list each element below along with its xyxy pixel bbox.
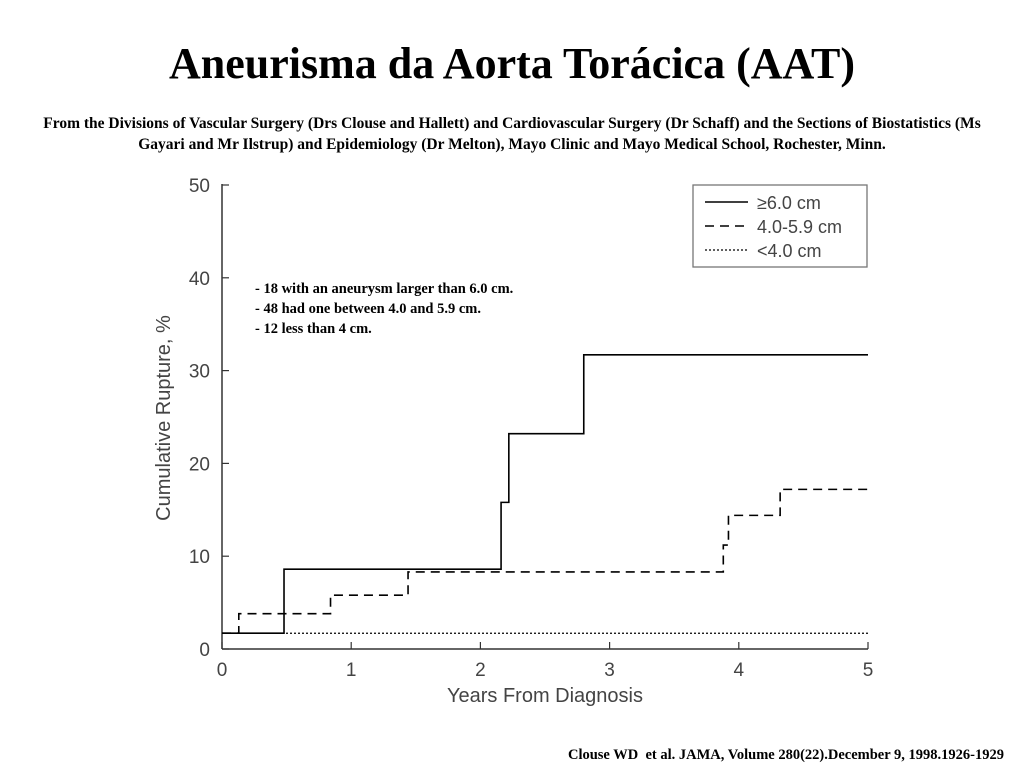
legend: ≥6.0 cm 4.0-5.9 cm <4.0 cm <box>692 184 868 268</box>
series-line-1 <box>222 488 868 635</box>
slide-title: Aneurisma da Aorta Torácica (AAT) <box>168 39 856 88</box>
series-lines <box>222 354 868 635</box>
citation: Clouse WD et al. JAMA, Volume 280(22).De… <box>567 747 1004 763</box>
y-tick-label: 20 <box>189 454 210 475</box>
legend-label-2: <4.0 cm <box>757 241 822 261</box>
legend-label-1: 4.0-5.9 cm <box>757 217 842 237</box>
y-axis-label: Cumulative Rupture, % <box>153 315 175 521</box>
x-tick-label: 3 <box>604 660 615 681</box>
slide-subtitle: From the Divisions of Vascular Surgery (… <box>43 115 981 153</box>
x-tick-label: 4 <box>734 660 745 681</box>
x-tick-label: 1 <box>346 660 357 681</box>
x-axis-label: Years From Diagnosis <box>447 685 643 707</box>
cohort-notes: - 18 with an aneurysm larger than 6.0 cm… <box>255 279 513 339</box>
series-line-0 <box>222 354 868 635</box>
cohort-note-large: - 18 with an aneurysm larger than 6.0 cm… <box>255 281 514 297</box>
legend-label-0: ≥6.0 cm <box>757 193 821 213</box>
x-tick-label: 0 <box>217 660 228 681</box>
x-tick-label: 2 <box>475 660 486 681</box>
x-tick-label: 5 <box>863 660 874 681</box>
axes: 0 10 20 30 40 50 0 1 2 3 4 5 <box>189 176 873 681</box>
cohort-note-small: - 12 less than 4 cm. <box>255 321 372 337</box>
y-tick-label: 0 <box>199 640 210 661</box>
y-tick-label: 40 <box>189 269 210 290</box>
y-tick-label: 30 <box>189 362 210 383</box>
y-tick-label: 50 <box>189 176 210 197</box>
cohort-note-medium: - 48 had one between 4.0 and 5.9 cm. <box>255 301 481 317</box>
y-tick-label: 10 <box>189 547 210 568</box>
